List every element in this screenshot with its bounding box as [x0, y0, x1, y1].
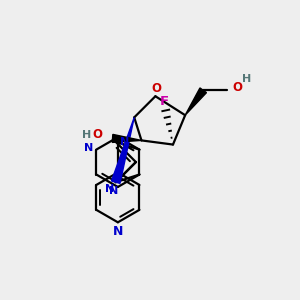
Polygon shape — [112, 117, 134, 183]
Text: H: H — [82, 130, 91, 140]
Text: N: N — [109, 186, 119, 196]
Text: N: N — [84, 142, 94, 153]
Text: O: O — [92, 128, 102, 141]
Text: N: N — [120, 137, 129, 147]
Text: H: H — [242, 74, 251, 84]
Text: O: O — [152, 82, 162, 95]
Text: N: N — [105, 184, 115, 194]
Text: O: O — [233, 81, 243, 94]
Polygon shape — [112, 134, 142, 142]
Text: N: N — [113, 225, 123, 238]
Text: F: F — [160, 95, 169, 108]
Polygon shape — [185, 88, 206, 115]
